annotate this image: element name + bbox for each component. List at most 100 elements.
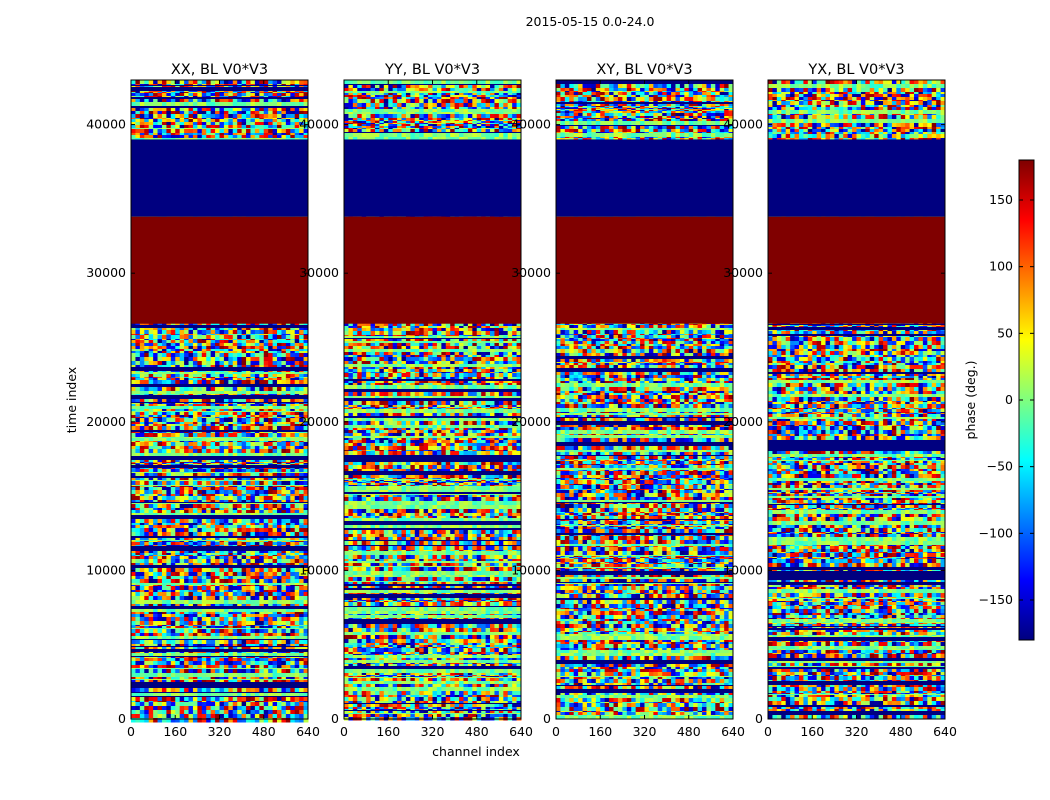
cell [144, 106, 150, 109]
cell [192, 91, 198, 93]
cell [232, 343, 238, 347]
cell [290, 128, 296, 130]
cell [263, 122, 269, 126]
cell [303, 93, 309, 97]
cell [299, 84, 305, 86]
cell [144, 129, 150, 134]
cell [188, 128, 194, 130]
cell [268, 343, 274, 347]
cell [272, 384, 278, 388]
cell [144, 133, 150, 136]
cell [148, 114, 154, 119]
cell [179, 325, 185, 329]
cell [250, 122, 256, 126]
cell [219, 387, 225, 392]
cell [259, 84, 265, 86]
cell [184, 99, 190, 103]
cell [153, 367, 159, 372]
cell [241, 357, 247, 362]
cell [237, 108, 243, 112]
cell [281, 346, 287, 350]
cell [223, 343, 229, 347]
cell [206, 135, 212, 139]
cell [170, 128, 176, 130]
cell [139, 91, 145, 93]
cell [299, 133, 305, 136]
cell [246, 353, 251, 358]
cell [290, 357, 296, 362]
cell [153, 384, 159, 388]
panel-1: XX, BL V0*V30 160 320 480 640010000200003000… [86, 62, 320, 739]
cell [157, 387, 163, 392]
cell [268, 335, 274, 340]
cell [175, 361, 181, 366]
cell [272, 133, 278, 136]
cell [139, 391, 145, 395]
cell [201, 380, 207, 385]
cell [281, 374, 287, 378]
cell [210, 346, 216, 350]
cell [250, 84, 256, 86]
cell [268, 387, 274, 392]
cell [250, 346, 256, 350]
cell [192, 330, 198, 335]
cell [148, 357, 154, 362]
cell [144, 114, 150, 119]
cell [299, 361, 305, 366]
cell [237, 119, 243, 123]
cell [192, 384, 198, 388]
cell [299, 87, 305, 92]
cell [250, 106, 256, 109]
cell [250, 108, 256, 112]
cell [281, 119, 287, 123]
cell [246, 84, 251, 86]
cell [219, 128, 225, 130]
cell [250, 114, 256, 119]
cell [157, 325, 163, 329]
cell [210, 99, 216, 103]
cell [228, 330, 234, 335]
cell [135, 330, 141, 335]
cell [206, 87, 212, 92]
cell [144, 353, 150, 358]
cell [197, 93, 203, 97]
cell [210, 80, 216, 85]
cell [210, 380, 216, 385]
cell [272, 97, 278, 100]
cell [131, 325, 136, 329]
cell [170, 106, 176, 109]
cell [197, 340, 203, 344]
cell [263, 92, 269, 94]
cell [188, 122, 194, 126]
cell [206, 330, 212, 335]
cell [241, 102, 247, 107]
cell [299, 86, 305, 88]
cell [179, 93, 185, 97]
cell [277, 97, 282, 100]
cell [223, 102, 229, 107]
cell [290, 133, 296, 136]
cell [184, 119, 190, 123]
cell [223, 357, 229, 362]
cell [179, 129, 185, 134]
cell [148, 129, 154, 134]
cell [192, 87, 198, 92]
cell [232, 391, 238, 395]
cell [157, 335, 163, 340]
cell [161, 87, 167, 92]
cell [237, 384, 243, 388]
cell [219, 102, 225, 107]
cell [161, 340, 167, 344]
cell [166, 357, 172, 362]
cell [294, 346, 300, 350]
cell [175, 96, 181, 98]
cell [206, 111, 212, 115]
cell [166, 84, 172, 86]
cell [170, 93, 176, 97]
cell [188, 93, 194, 97]
cell [153, 93, 159, 97]
cell [166, 387, 172, 392]
cell [237, 374, 243, 378]
cell [246, 395, 251, 400]
cell [294, 87, 300, 92]
